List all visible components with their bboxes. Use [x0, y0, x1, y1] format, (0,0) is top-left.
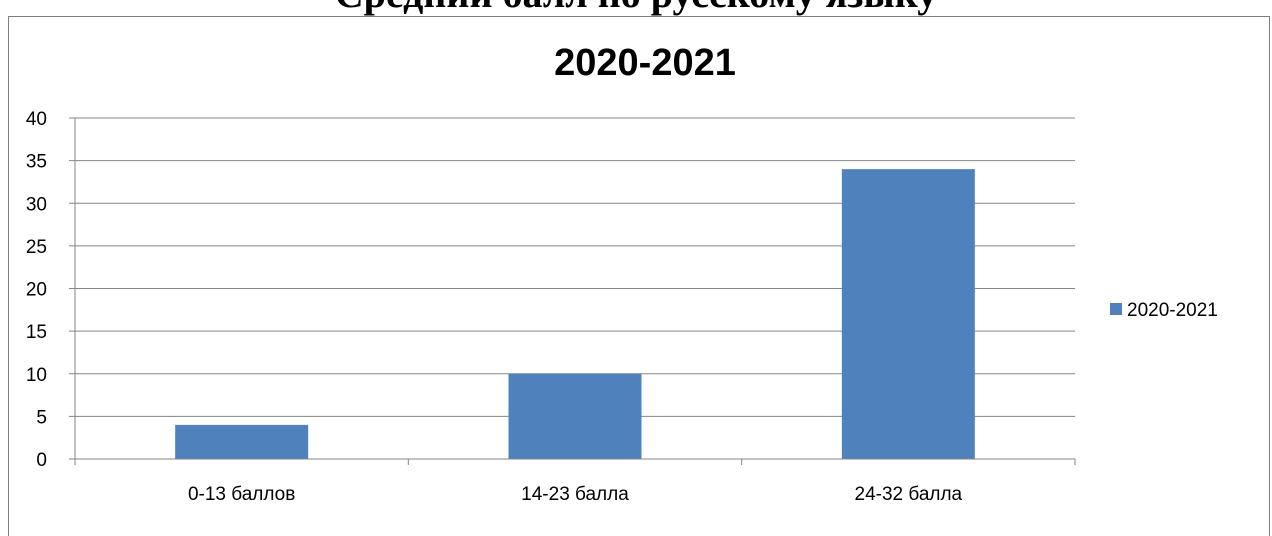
legend-swatch [1110, 303, 1122, 315]
bar [175, 424, 309, 459]
bar [508, 373, 642, 459]
legend-label: 2020-2021 [1127, 300, 1218, 321]
y-tick-label: 25 [26, 237, 47, 258]
chart-frame [8, 16, 1270, 536]
x-tick-label: 14-23 балла [521, 484, 629, 505]
bars [175, 169, 975, 459]
y-tick-label: 0 [36, 450, 47, 471]
y-tick-label: 20 [26, 280, 47, 301]
page-heading: Средний балл по русскому языку [0, 0, 1272, 17]
bar-chart: 2020-2021 0 5 10 15 20 25 30 35 40 0-13 баллов 14… [26, 42, 1218, 505]
x-tick-label: 0-13 баллов [188, 484, 295, 505]
x-tick-label: 24-32 балла [855, 484, 963, 505]
y-tick-label: 30 [26, 194, 47, 215]
y-tick-label: 35 [26, 152, 47, 173]
x-axis-ticks: 0-13 баллов 14-23 балла 24-32 балла [74, 458, 1076, 505]
chart-title: 2020-2021 [554, 42, 736, 84]
y-axis-ticks: 0 5 10 15 20 25 30 35 40 [26, 109, 76, 471]
y-tick-label: 40 [26, 109, 47, 130]
bar [841, 169, 975, 459]
y-tick-label: 10 [26, 365, 47, 386]
legend: 2020-2021 [1110, 300, 1218, 321]
y-tick-label: 5 [36, 407, 47, 428]
y-tick-label: 15 [26, 322, 47, 343]
